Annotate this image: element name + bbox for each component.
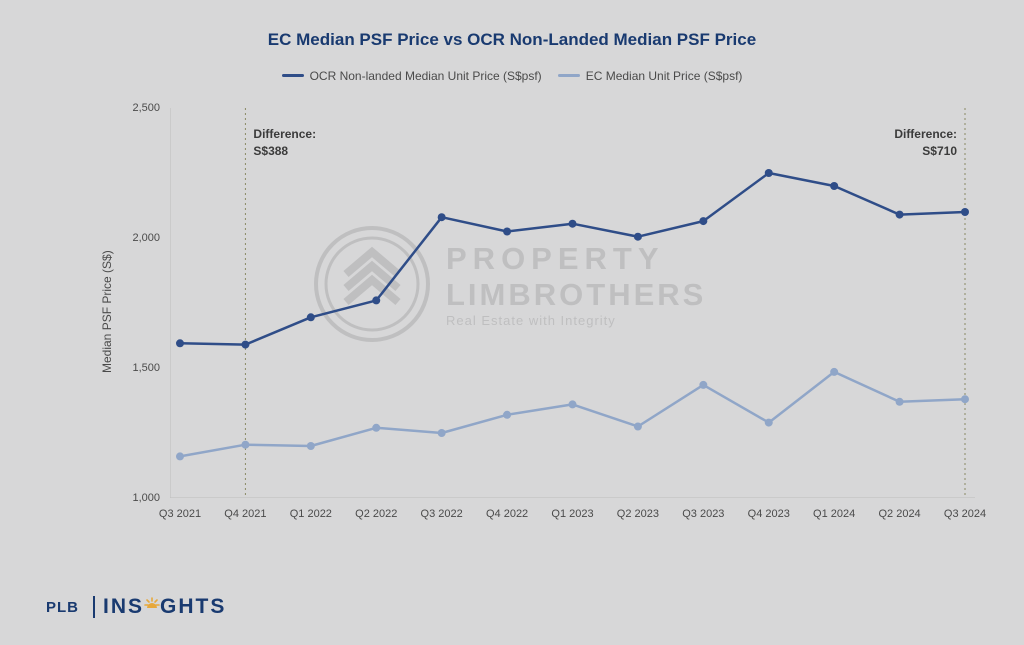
sun-icon [144,597,160,613]
x-tick-label: Q1 2022 [290,508,332,520]
series-marker [176,452,184,460]
y-tick-label: 2,000 [115,232,160,244]
series-marker [765,419,773,427]
brand-logo: PLB INS GHTS [46,595,226,619]
annotation-line1: Difference: [253,126,316,143]
chart-svg [170,108,975,498]
series-marker [307,313,315,321]
series-line [180,372,965,457]
series-marker [961,395,969,403]
annotation-line2: S$710 [894,143,957,160]
series-marker [634,233,642,241]
x-tick-label: Q3 2022 [421,508,463,520]
brand-insights-prefix: INS [103,595,144,618]
series-marker [896,211,904,219]
series-marker [241,441,249,449]
y-tick-label: 1,500 [115,362,160,374]
chart-legend: OCR Non-landed Median Unit Price (S$psf)… [0,66,1024,83]
series-marker [830,182,838,190]
series-marker [307,442,315,450]
chart-annotation: Difference:S$388 [253,126,316,160]
series-marker [438,213,446,221]
x-tick-label: Q3 2024 [944,508,986,520]
series-marker [961,208,969,216]
series-marker [503,411,511,419]
x-tick-label: Q2 2023 [617,508,659,520]
y-tick-label: 1,000 [115,492,160,504]
x-tick-label: Q1 2023 [551,508,593,520]
series-line [180,173,965,345]
brand-insights-suffix: GHTS [160,595,226,618]
series-marker [176,339,184,347]
annotation-line2: S$388 [253,143,316,160]
chart-area [170,108,975,498]
x-tick-label: Q3 2021 [159,508,201,520]
legend-label: EC Median Unit Price (S$psf) [586,69,743,83]
series-marker [569,400,577,408]
legend-swatch [558,74,580,77]
series-marker [372,296,380,304]
series-marker [830,368,838,376]
page-root: EC Median PSF Price vs OCR Non-Landed Me… [0,0,1024,645]
x-tick-label: Q1 2024 [813,508,855,520]
x-tick-label: Q4 2023 [748,508,790,520]
x-tick-label: Q4 2022 [486,508,528,520]
x-tick-label: Q2 2024 [878,508,920,520]
series-marker [765,169,773,177]
brand-insights-text: INS GHTS [103,595,226,619]
legend-swatch [282,74,304,77]
series-marker [241,341,249,349]
y-axis-title: Median PSF Price (S$) [100,250,114,373]
series-marker [699,217,707,225]
x-tick-label: Q2 2022 [355,508,397,520]
series-marker [438,429,446,437]
x-tick-label: Q3 2023 [682,508,724,520]
annotation-line1: Difference: [894,126,957,143]
brand-separator [93,596,95,618]
y-tick-label: 2,500 [115,102,160,114]
series-marker [699,381,707,389]
series-marker [503,228,511,236]
chart-title: EC Median PSF Price vs OCR Non-Landed Me… [0,30,1024,50]
legend-label: OCR Non-landed Median Unit Price (S$psf) [310,69,542,83]
x-tick-label: Q4 2021 [224,508,266,520]
series-marker [569,220,577,228]
chart-annotation: Difference:S$710 [894,126,957,160]
series-marker [896,398,904,406]
series-marker [634,423,642,431]
series-marker [372,424,380,432]
legend-item: OCR Non-landed Median Unit Price (S$psf) [282,69,542,83]
legend-item: EC Median Unit Price (S$psf) [558,69,743,83]
brand-plb-text: PLB [46,599,79,616]
